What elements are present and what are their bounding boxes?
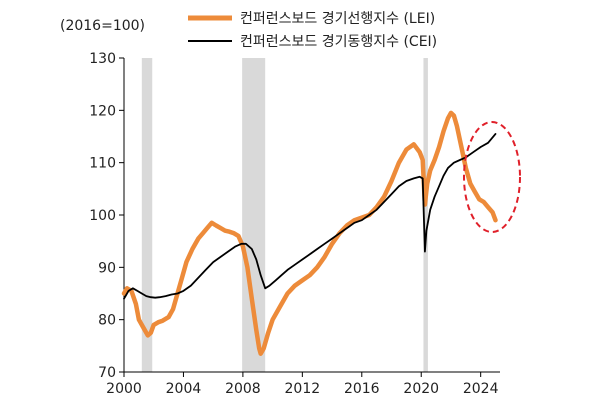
y-tick-label-120: 120 bbox=[89, 103, 116, 119]
recession-band-1 bbox=[242, 58, 266, 372]
legend-label-cei: 컨퍼런스보드 경기동행지수 (CEI) bbox=[240, 34, 437, 50]
y-tick-label-90: 90 bbox=[98, 260, 116, 276]
y-tick-label-110: 110 bbox=[89, 156, 116, 172]
y-tick-label-130: 130 bbox=[89, 51, 116, 67]
x-tick-label-2016: 2016 bbox=[344, 381, 380, 397]
series-line-lei bbox=[121, 110, 498, 356]
x-tick-label-2012: 2012 bbox=[285, 381, 321, 397]
y-unit-label: (2016=100) bbox=[60, 18, 145, 34]
legend-label-lei: 컨퍼런스보드 경기선행지수 (LEI) bbox=[240, 11, 435, 27]
series-line-cei bbox=[123, 132, 497, 300]
recession-band-2 bbox=[423, 58, 428, 372]
highlight-ellipse bbox=[463, 121, 521, 233]
x-tick-label-2008: 2008 bbox=[225, 381, 261, 397]
x-tick-label-2000: 2000 bbox=[106, 381, 142, 397]
recession-band-0 bbox=[141, 58, 153, 372]
recession-shading-group bbox=[141, 58, 428, 372]
x-tick-label-2004: 2004 bbox=[166, 381, 202, 397]
axes: 70 80 90 100 110 120 130 2000 2004 2008 2012 2016 20… bbox=[89, 51, 500, 397]
x-tick-label-2024: 2024 bbox=[463, 381, 499, 397]
series-group bbox=[121, 110, 498, 356]
legend: 컨퍼런스보드 경기선행지수 (LEI) 컨퍼런스보드 경기동행지수 (CEI) bbox=[188, 11, 437, 50]
y-tick-label-100: 100 bbox=[89, 208, 116, 224]
x-tick-label-2020: 2020 bbox=[403, 381, 439, 397]
y-tick-label-80: 80 bbox=[98, 313, 116, 329]
y-tick-label-70: 70 bbox=[98, 365, 116, 381]
